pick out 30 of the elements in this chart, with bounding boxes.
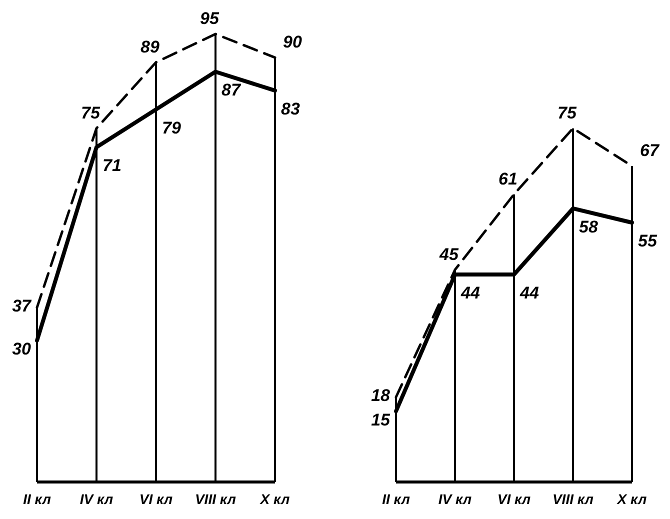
data-label: 67 [640,141,660,160]
data-label: 79 [162,118,182,138]
data-label: 95 [200,9,220,28]
data-label: 37 [12,296,33,316]
data-label: 87 [222,80,242,100]
data-label: 75 [81,103,100,122]
data-label: 30 [12,340,32,359]
x-tick-label: VIII кл [194,491,236,507]
data-label: 89 [140,37,160,56]
x-tick-label: II кл [382,491,410,507]
x-tick-label: VIII кл [552,491,594,507]
x-tick-label: IV кл [80,491,114,507]
data-label: 55 [638,232,658,251]
data-label: 75 [558,103,577,122]
data-label: 83 [281,100,300,119]
data-label: 45 [438,244,459,264]
x-tick-label: VI кл [139,491,173,507]
x-tick-label: X кл [616,491,647,507]
x-tick-label: VI кл [497,491,531,507]
x-tick-label: X кл [259,491,290,507]
data-label: 58 [579,217,598,236]
data-label: 44 [519,284,540,303]
data-label: 61 [498,169,518,188]
data-label: 15 [371,410,391,430]
x-tick-label: II кл [23,491,52,507]
data-label: 90 [283,32,302,52]
data-label: 18 [371,386,391,406]
data-label: 44 [460,284,480,303]
x-tick-label: IV кл [438,491,472,507]
data-label: 71 [102,156,122,176]
